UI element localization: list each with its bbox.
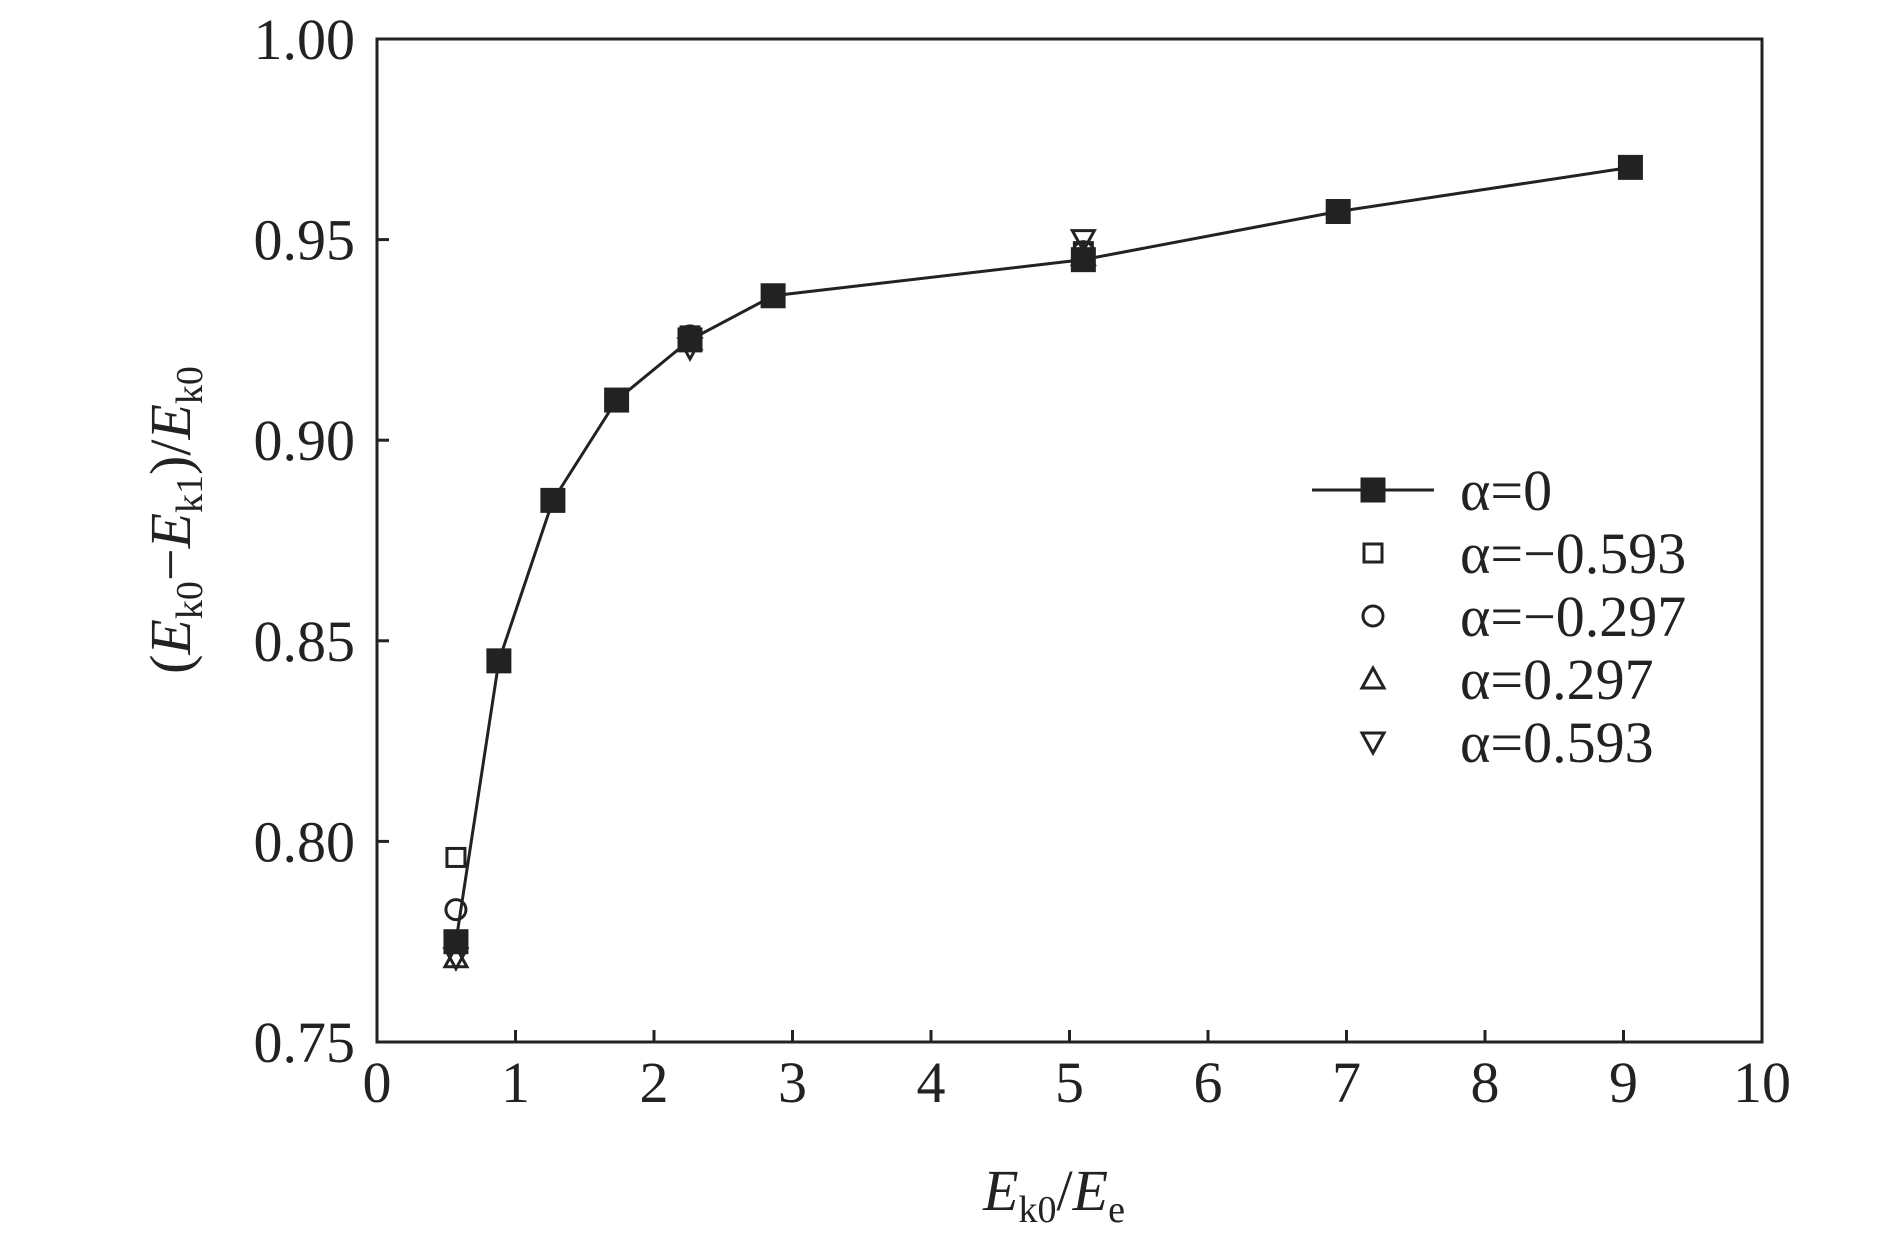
y-tick-label: 0.95 [254, 208, 356, 273]
marker-triangle-down [442, 947, 470, 972]
y-label-part: E [138, 619, 203, 655]
y-tick-label: 0.80 [254, 809, 356, 874]
x-tick-label: 6 [1194, 1050, 1223, 1115]
x-label-part: e [1108, 1189, 1125, 1231]
marker-triangle-down [1069, 229, 1097, 254]
y-axis-label: (Ek0−Ek1)/Ek0 [138, 366, 211, 674]
y-tick-label: 0.75 [254, 1010, 356, 1075]
marker-square [443, 929, 469, 955]
y-label-part: )/ [138, 439, 203, 475]
y-label-part: k1 [169, 475, 211, 513]
x-axis-label: Ek0/Ee [982, 1158, 1125, 1231]
x-label-part: E [1072, 1158, 1108, 1223]
marker-triangle-down [1359, 731, 1387, 757]
y-label-part: − [138, 548, 203, 581]
y-label-part: E [138, 404, 203, 440]
y-label-part: ( [138, 655, 203, 674]
marker-circle [1361, 604, 1385, 628]
y-tick-label: 1.00 [254, 7, 356, 72]
x-tick-label: 3 [778, 1050, 807, 1115]
marker-square [604, 387, 630, 413]
legend-label: α=−0.297 [1460, 584, 1686, 649]
x-tick-label: 0 [363, 1050, 392, 1115]
marker-square [1360, 477, 1386, 503]
legend-label: α=−0.593 [1460, 521, 1686, 586]
marker-circle [444, 898, 468, 922]
x-tick-label: 8 [1471, 1050, 1500, 1115]
legend-label: α=0.593 [1460, 710, 1654, 775]
y-tick-label: 0.90 [254, 408, 356, 473]
marker-square [540, 487, 566, 513]
y-label-part: E [138, 513, 203, 549]
marker-triangle-down [676, 337, 704, 363]
x-label-part: E [982, 1158, 1018, 1223]
series-line [454, 165, 1631, 942]
x-tick-label: 5 [1055, 1050, 1084, 1115]
x-tick-label: 7 [1332, 1050, 1361, 1115]
x-tick-label: 4 [917, 1050, 946, 1115]
marker-square [486, 648, 512, 674]
x-tick-label: 10 [1733, 1050, 1791, 1115]
y-tick-label: 0.85 [254, 609, 356, 674]
legend-label: α=0.297 [1460, 647, 1654, 712]
x-tick-label: 1 [501, 1050, 530, 1115]
y-label-part: k0 [169, 366, 211, 404]
x-tick-label: 9 [1609, 1050, 1638, 1115]
x-label-part: / [1057, 1158, 1074, 1223]
marker-square [1617, 154, 1643, 180]
marker-square [1325, 199, 1351, 225]
marker-triangle-up [1069, 241, 1097, 267]
marker-square [760, 283, 786, 309]
marker-triangle-up [1359, 664, 1387, 690]
marker-square [1362, 542, 1384, 564]
y-label-part: k0 [169, 581, 211, 619]
x-tick-label: 2 [640, 1050, 669, 1115]
marker-square [445, 846, 467, 868]
legend-label: α=0 [1460, 458, 1552, 523]
x-label-part: k0 [1019, 1189, 1057, 1231]
